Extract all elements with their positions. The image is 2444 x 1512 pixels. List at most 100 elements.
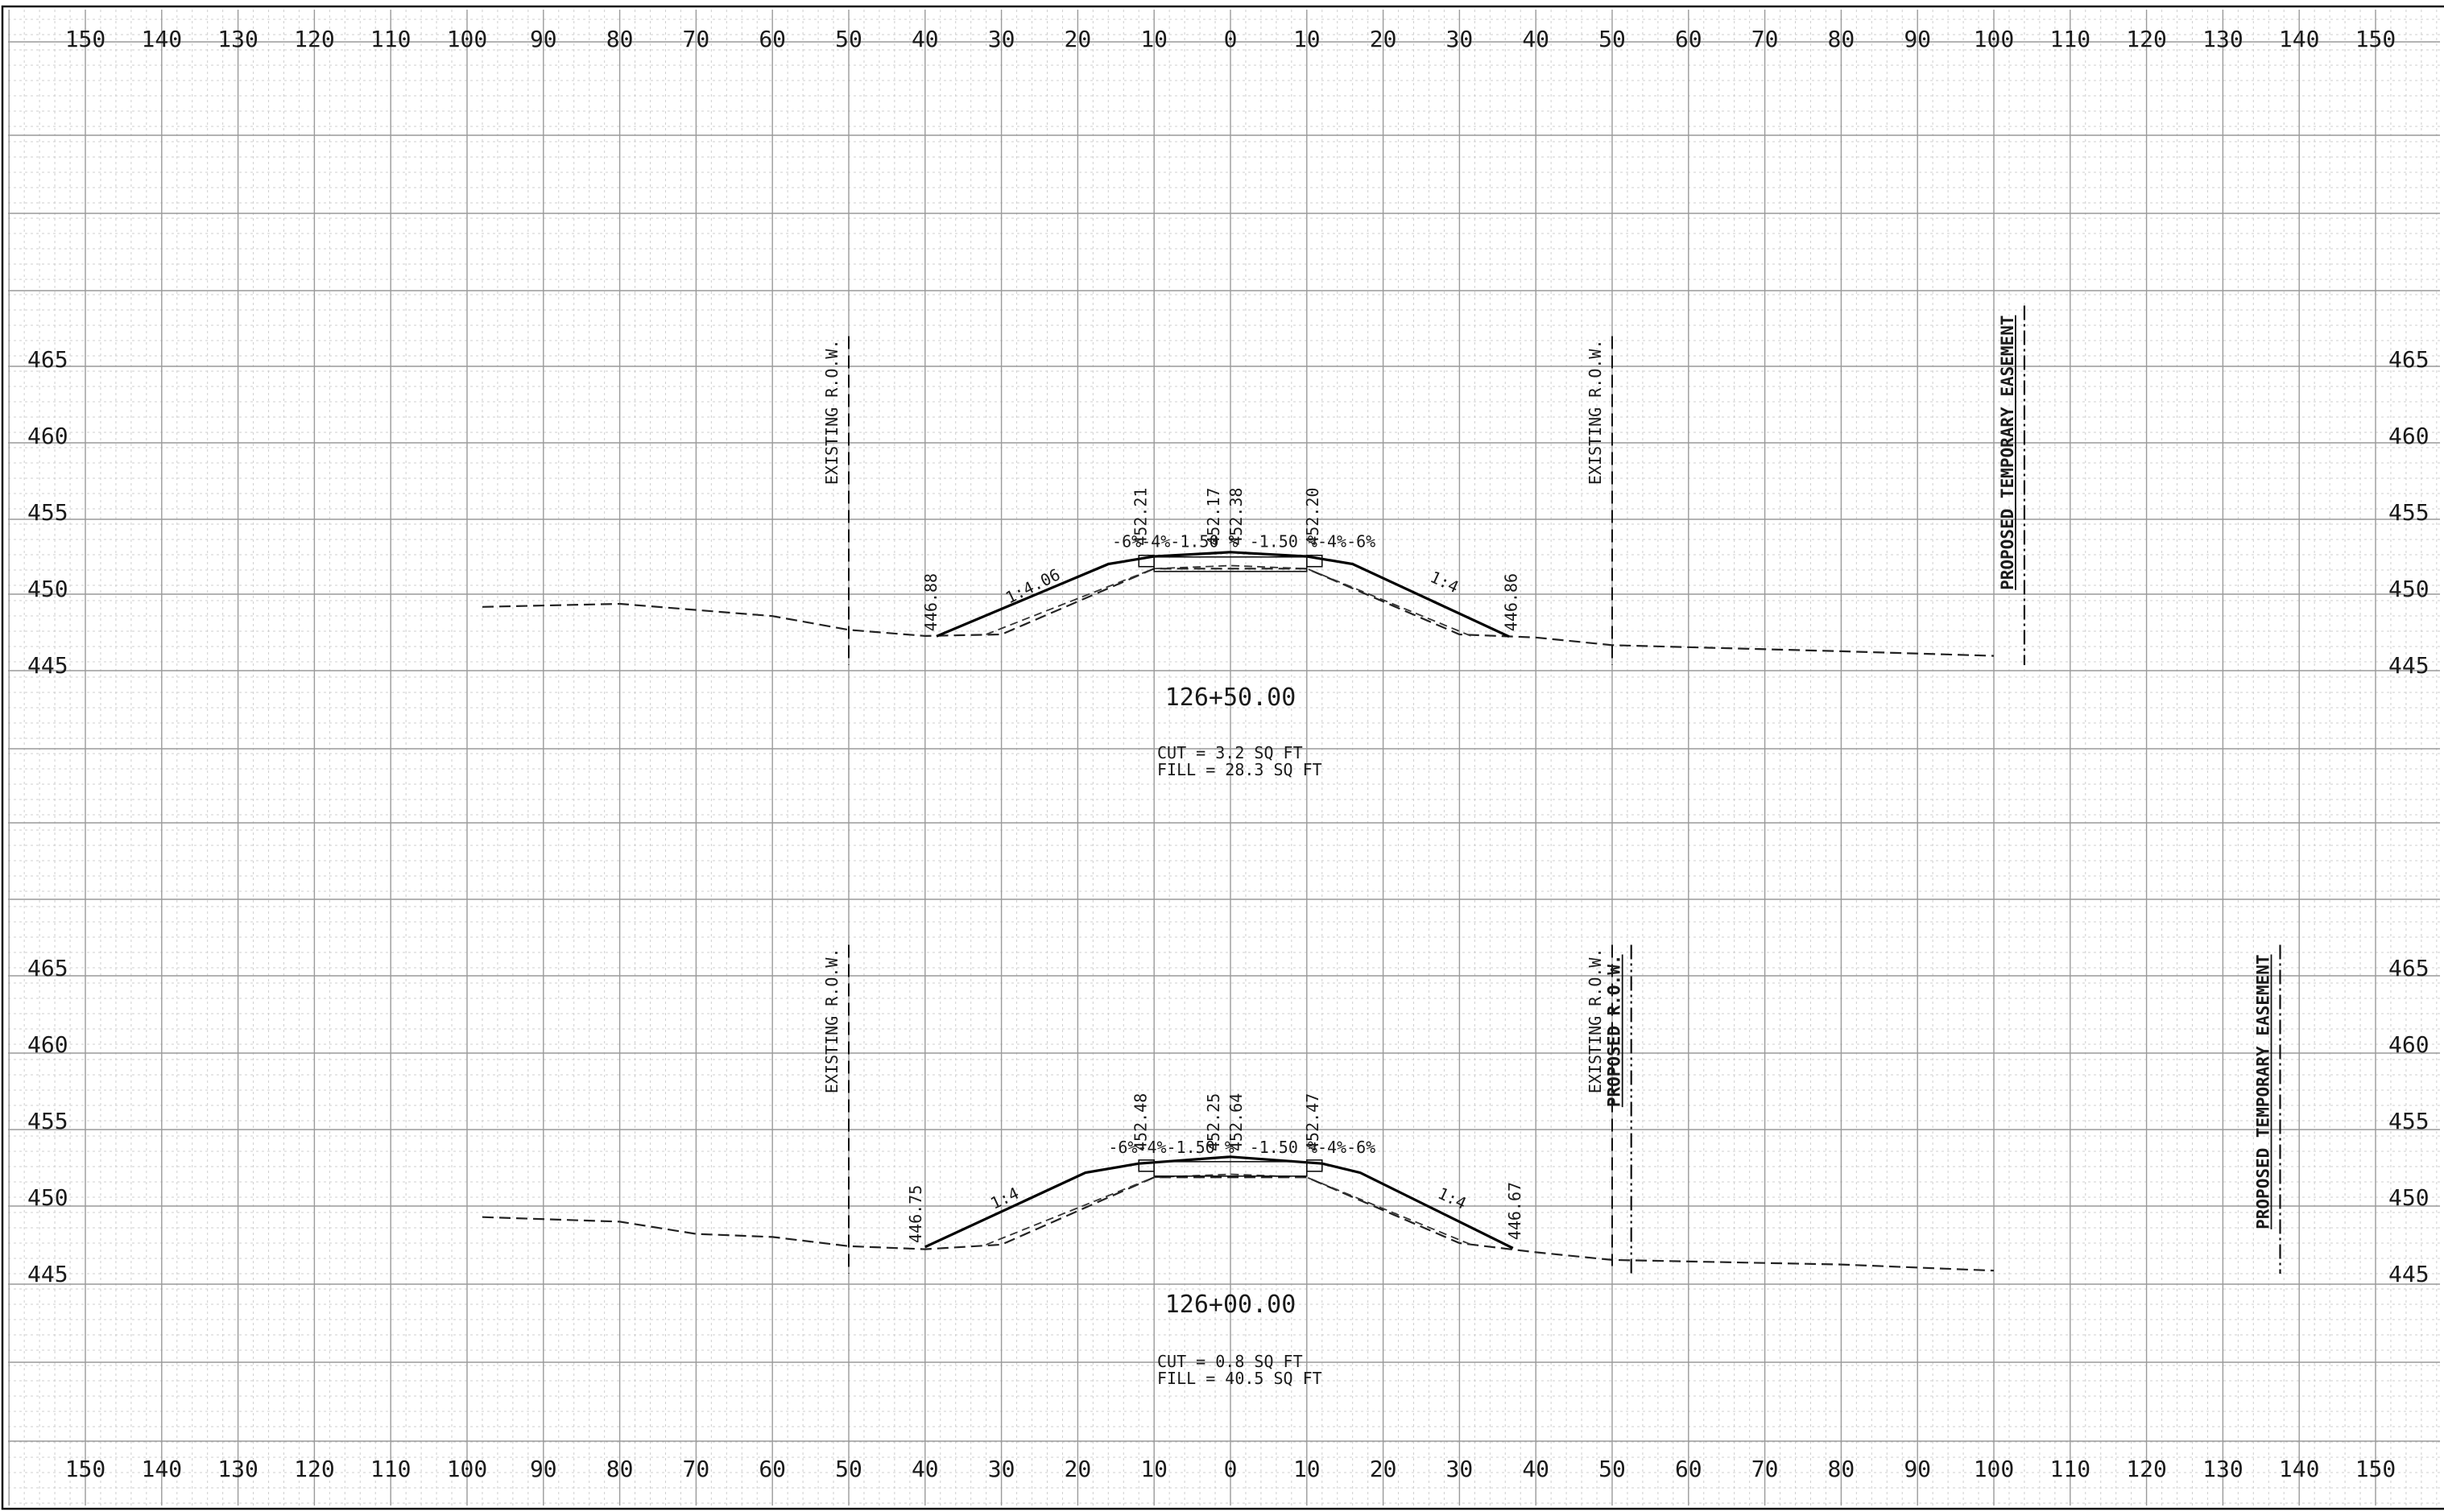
cross-section-sta-126-00: 465 465 460 460 455 455 450 450 445 445 EXISTING R…: [27, 944, 2430, 1388]
elevation-label-left: 460: [27, 423, 68, 449]
offset-label-top: 80: [1828, 26, 1855, 52]
offset-label-top: 110: [370, 26, 411, 52]
row-label-existing: EXISTING R.O.W.: [822, 340, 842, 485]
elevation-label-left: 445: [27, 1261, 68, 1287]
offset-label-top: 100: [1974, 26, 2015, 52]
offset-label-bottom: 90: [530, 1456, 557, 1482]
cross-sections: 465 465 460 460 455 455 450 450 445 445 EXISTING R…: [27, 305, 2430, 1388]
cross-section-sta-126-50: 465 465 460 460 455 455 450 450 445 445 EXISTING R…: [27, 305, 2430, 779]
sheet-border: [1, 5, 2444, 1510]
elevation-label-left: 450: [27, 576, 68, 602]
offset-label-bottom: 80: [1828, 1456, 1855, 1482]
station-label: 126+50.00: [1165, 684, 1296, 712]
elevation-label-left: 450: [27, 1184, 68, 1211]
offset-label-top: 10: [1140, 26, 1168, 52]
elevation-label-left: 465: [27, 955, 68, 981]
row-label-existing: EXISTING R.O.W.: [1586, 948, 1605, 1094]
offset-label-top: 90: [1904, 26, 1931, 52]
elevation-label-right: 450: [2388, 576, 2430, 602]
annotation-text: -1.50 %-4%-6%: [1250, 532, 1376, 552]
offset-label-top: 80: [606, 26, 634, 52]
row-label-existing: EXISTING R.O.W.: [822, 948, 842, 1094]
offset-label-top: 90: [530, 26, 557, 52]
proposed-surface-line: [936, 551, 1510, 638]
offset-label-bottom: 110: [370, 1456, 411, 1482]
elevation-label-left: 455: [27, 499, 68, 526]
annotation-text: -1.50 %-4%-6%: [1250, 1138, 1376, 1157]
offset-label-top: 130: [2202, 26, 2243, 52]
annotation-text: -6%-4%-1.50 %: [1112, 532, 1239, 552]
annotation-text: 446.88: [921, 573, 941, 631]
offset-label-top: 150: [65, 26, 106, 52]
offset-axis-labels: 1501501401401301301201201101101001009090…: [65, 26, 2396, 1482]
elevation-label-right: 455: [2388, 499, 2430, 526]
offset-label-top: 40: [912, 26, 939, 52]
major-grid: [8, 10, 2440, 1506]
offset-label-top: 110: [2050, 26, 2091, 52]
offset-label-bottom: 150: [65, 1456, 106, 1482]
offset-label-bottom: 30: [988, 1456, 1015, 1482]
offset-label-bottom: 140: [142, 1456, 183, 1482]
elevation-label-right: 445: [2388, 1261, 2430, 1287]
cut-area-label: CUT = 0.8 SQ FT: [1157, 1352, 1303, 1371]
elevation-label-right: 460: [2388, 423, 2430, 449]
offset-label-top: 30: [1446, 26, 1474, 52]
offset-label-top: 60: [1675, 26, 1702, 52]
elevation-label-left: 445: [27, 652, 68, 679]
proposed-surface-line: [924, 1155, 1514, 1250]
elevation-label-right: 445: [2388, 652, 2430, 679]
row-label-easement: PROPOSED TEMPORARY EASEMENT: [1998, 316, 2017, 590]
offset-label-bottom: 150: [2355, 1456, 2396, 1482]
elevation-label-right: 455: [2388, 1108, 2430, 1134]
row-label-proposed: PROPOSED R.O.W.: [1605, 955, 1624, 1108]
annotation-text: 452.21: [1131, 488, 1151, 546]
offset-label-bottom: 60: [1675, 1456, 1702, 1482]
offset-label-bottom: 140: [2279, 1456, 2320, 1482]
annotation-text: 452.17: [1204, 488, 1223, 546]
offset-label-bottom: 120: [2126, 1456, 2167, 1482]
offset-label-bottom: 40: [912, 1456, 939, 1482]
offset-label-bottom: 40: [1522, 1456, 1549, 1482]
offset-label-top: 120: [294, 26, 335, 52]
offset-label-top: 50: [835, 26, 862, 52]
annotation-text: 452.48: [1131, 1093, 1151, 1151]
offset-label-bottom: 70: [683, 1456, 710, 1482]
subgrade-line: [986, 564, 1475, 638]
subgrade-line: [986, 1173, 1475, 1247]
elevation-label-left: 455: [27, 1108, 68, 1134]
fill-area-label: FILL = 40.5 SQ FT: [1157, 1369, 1322, 1388]
annotation-text: 452.38: [1226, 488, 1246, 546]
offset-label-top: 20: [1370, 26, 1397, 52]
offset-label-bottom: 70: [1751, 1456, 1779, 1482]
elevation-label-left: 465: [27, 346, 68, 373]
annotation-text: 452.20: [1303, 488, 1322, 546]
annotation-text: 452.64: [1226, 1093, 1246, 1151]
offset-label-top: 70: [683, 26, 710, 52]
elevation-label-right: 460: [2388, 1031, 2430, 1058]
offset-label-bottom: 120: [294, 1456, 335, 1482]
shoulder-block: [1138, 1159, 1155, 1172]
cut-area-label: CUT = 3.2 SQ FT: [1157, 743, 1303, 762]
offset-label-top: 150: [2355, 26, 2396, 52]
elevation-label-left: 460: [27, 1031, 68, 1058]
offset-label-top: 140: [2279, 26, 2320, 52]
offset-label-top: 140: [142, 26, 183, 52]
annotation-text: 452.25: [1204, 1093, 1223, 1151]
existing-ground-line: [482, 1176, 1995, 1272]
minor-grid: [8, 10, 2440, 1506]
offset-label-bottom: 110: [2050, 1456, 2091, 1482]
shoulder-block: [1306, 1159, 1323, 1172]
offset-label-bottom: 30: [1446, 1456, 1474, 1482]
station-label: 126+00.00: [1165, 1291, 1296, 1319]
offset-label-top: 0: [1224, 26, 1238, 52]
offset-label-top: 20: [1065, 26, 1092, 52]
offset-label-top: 50: [1598, 26, 1626, 52]
offset-label-bottom: 130: [2202, 1456, 2243, 1482]
annotation-text: 446.86: [1502, 573, 1521, 631]
offset-label-top: 10: [1293, 26, 1321, 52]
offset-label-top: 120: [2126, 26, 2167, 52]
elevation-label-right: 450: [2388, 1184, 2430, 1211]
offset-label-top: 100: [447, 26, 488, 52]
